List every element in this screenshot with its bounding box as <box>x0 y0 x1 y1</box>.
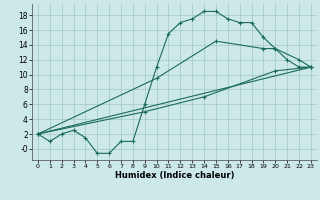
X-axis label: Humidex (Indice chaleur): Humidex (Indice chaleur) <box>115 171 234 180</box>
